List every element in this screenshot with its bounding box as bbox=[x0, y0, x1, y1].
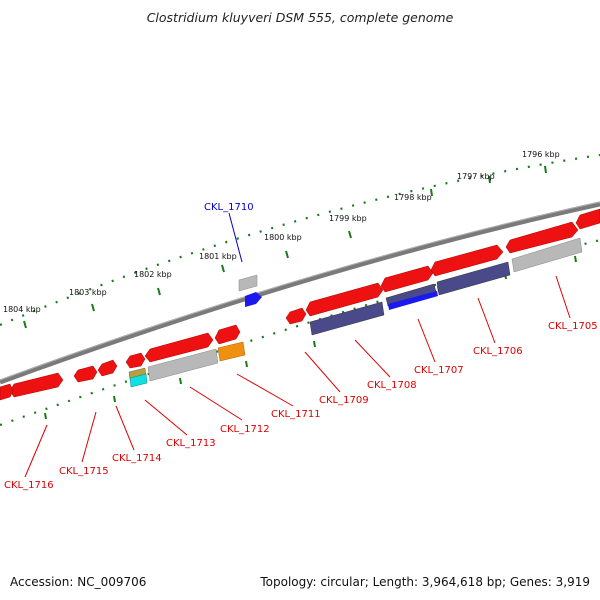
inner-tick bbox=[113, 395, 116, 403]
gene-label-1715[interactable]: CKL_1715 bbox=[59, 466, 109, 477]
tick-1803 bbox=[91, 303, 95, 312]
gene-arrow-1715[interactable] bbox=[73, 365, 98, 383]
leader-1710 bbox=[228, 212, 243, 263]
inner-tick bbox=[574, 255, 577, 263]
tick-1802 bbox=[157, 287, 161, 296]
gene-label-1710[interactable]: CKL_1710 bbox=[204, 202, 254, 213]
accession-label: Accession: NC_009706 bbox=[10, 575, 147, 589]
tick-1796 bbox=[544, 165, 547, 174]
tick-1800 bbox=[285, 250, 289, 259]
gene-arrow-1709[interactable] bbox=[285, 307, 307, 325]
gene-label-1716[interactable]: CKL_1716 bbox=[4, 480, 54, 491]
gene-label-1712[interactable]: CKL_1712 bbox=[220, 424, 270, 435]
cds-1708-protein[interactable] bbox=[309, 301, 385, 336]
cds-1707-blue[interactable] bbox=[388, 291, 438, 310]
gene-label-1705[interactable]: CKL_1705 bbox=[548, 321, 598, 332]
kbp-label-1802: 1802 kbp bbox=[134, 270, 172, 279]
genome-backbone bbox=[0, 201, 600, 385]
tick-1801 bbox=[221, 264, 225, 273]
inner-tick bbox=[313, 340, 316, 348]
genome-summary: Topology: circular; Length: 3,964,618 bp… bbox=[260, 575, 590, 589]
cds-1712-orange[interactable] bbox=[217, 341, 246, 362]
gene-arrow-fwd-1710-gray[interactable] bbox=[238, 274, 258, 292]
leader-1715 bbox=[81, 411, 97, 463]
cds-1712-gray[interactable] bbox=[147, 348, 219, 382]
cds-1706-protein[interactable] bbox=[436, 261, 511, 296]
gene-arrow-1713[interactable] bbox=[125, 352, 146, 369]
map-title: Clostridium kluyveri DSM 555, complete g… bbox=[146, 10, 454, 25]
gene-label-1711[interactable]: CKL_1711 bbox=[271, 409, 321, 420]
tick-1798 bbox=[430, 188, 433, 197]
outer-major-ticks bbox=[23, 165, 547, 329]
kbp-label-1799: 1799 kbp bbox=[329, 214, 367, 223]
kbp-label-1800: 1800 kbp bbox=[264, 233, 302, 242]
gene-arrow-1717[interactable] bbox=[0, 383, 14, 401]
inner-tick bbox=[179, 377, 182, 385]
gene-label-1707[interactable]: CKL_1707 bbox=[414, 365, 464, 376]
gene-arrow-1711[interactable] bbox=[214, 324, 241, 345]
leader-1711 bbox=[236, 373, 294, 407]
kbp-label-1798: 1798 kbp bbox=[394, 193, 432, 202]
leader-1713 bbox=[144, 399, 188, 436]
kbp-label-1801: 1801 kbp bbox=[199, 252, 237, 261]
gene-arrow-1706[interactable] bbox=[505, 221, 579, 254]
label-leaders bbox=[24, 275, 571, 478]
cds-1705-gray[interactable] bbox=[511, 237, 583, 273]
leader-1714 bbox=[115, 405, 135, 451]
gene-arrow-1705[interactable] bbox=[575, 208, 600, 230]
gene-label-1709[interactable]: CKL_1709 bbox=[319, 395, 369, 406]
leader-1708 bbox=[354, 339, 391, 378]
inner-tick bbox=[44, 412, 47, 420]
inner-scale-track bbox=[0, 238, 600, 427]
gene-arrow-1708[interactable] bbox=[305, 282, 384, 317]
leader-1705 bbox=[555, 275, 571, 319]
tick-1797 bbox=[488, 175, 491, 184]
gene-label-1708[interactable]: CKL_1708 bbox=[367, 380, 417, 391]
gene-label-1713[interactable]: CKL_1713 bbox=[166, 438, 216, 449]
gene-arrow-1707b[interactable] bbox=[380, 265, 434, 293]
genome-backbone-highlight bbox=[0, 201, 600, 381]
leader-1706 bbox=[477, 297, 496, 344]
cds-1713-cyan[interactable] bbox=[129, 373, 148, 388]
gene-arrow-1714[interactable] bbox=[97, 359, 118, 377]
red-gene-row bbox=[0, 208, 600, 401]
kbp-label-1797: 1797 kbp bbox=[457, 172, 495, 181]
gene-arrow-fwd-1710[interactable] bbox=[245, 292, 262, 307]
leader-1707 bbox=[417, 318, 436, 363]
leader-1712 bbox=[189, 386, 243, 421]
tick-1799 bbox=[348, 230, 352, 239]
gene-label-1706[interactable]: CKL_1706 bbox=[473, 346, 523, 357]
kbp-label-1796: 1796 kbp bbox=[522, 150, 560, 159]
leader-1716 bbox=[24, 424, 48, 478]
kbp-label-1804: 1804 kbp bbox=[3, 305, 41, 314]
gene-label-1714[interactable]: CKL_1714 bbox=[112, 453, 162, 464]
tick-1804 bbox=[23, 320, 27, 329]
inner-tick bbox=[245, 360, 248, 368]
leader-1709 bbox=[304, 351, 341, 393]
gene-arrow-1712[interactable] bbox=[144, 332, 214, 363]
kbp-label-1803: 1803 kbp bbox=[69, 288, 107, 297]
